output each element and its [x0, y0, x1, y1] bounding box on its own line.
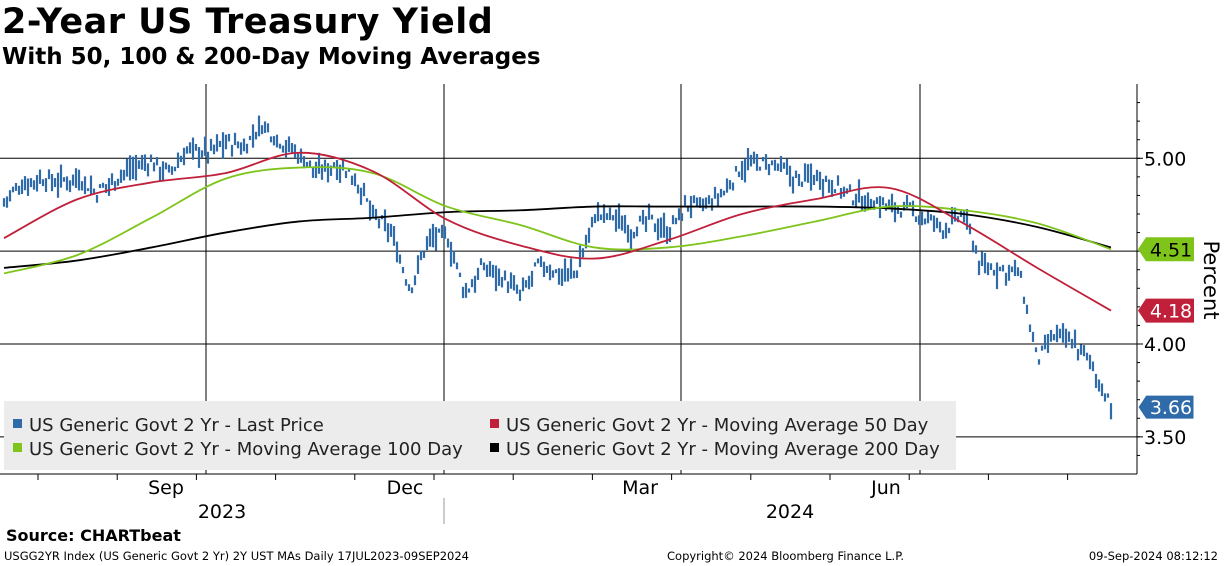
y-axis-label: Percent: [1199, 240, 1223, 319]
legend-swatch-last-price: [13, 419, 22, 428]
footer-index-info: USGG2YR Index (US Generic Govt 2 Yr) 2Y …: [4, 549, 469, 563]
chart-title: 2-Year US Treasury Yield: [2, 2, 494, 42]
y-tick-label: 4.00: [1144, 334, 1186, 356]
chart-subtitle: With 50, 100 & 200-Day Moving Averages: [2, 44, 541, 70]
legend: US Generic Govt 2 Yr - Last Price US Gen…: [4, 401, 956, 470]
axis-layer: Percent 3.50 4.00 5.00 Sep Dec Mar Jun 2023 2024: [37, 102, 1223, 524]
legend-label-last-price: US Generic Govt 2 Yr - Last Price: [29, 415, 324, 436]
legend-swatch-ma100: [13, 443, 22, 452]
x-year-label: 2024: [766, 501, 814, 523]
x-month-label: Sep: [148, 477, 184, 499]
legend-swatch-ma50: [490, 419, 499, 428]
ma100-line: [3, 166, 1112, 275]
x-month-label: Jun: [870, 477, 901, 499]
y-tick-label: 3.50: [1144, 427, 1186, 449]
footer-timestamp: 09-Sep-2024 08:12:12: [1088, 549, 1218, 563]
x-year-label: 2023: [198, 501, 246, 523]
legend-label-ma200: US Generic Govt 2 Yr - Moving Average 20…: [506, 439, 940, 460]
tag-ma100-label: 4.51: [1150, 239, 1192, 261]
legend-label-ma50: US Generic Govt 2 Yr - Moving Average 50…: [506, 415, 929, 436]
tag-ma50-box: [1138, 298, 1194, 323]
source-note: Source: CHARTbeat: [6, 526, 181, 545]
x-month-label: Dec: [387, 477, 424, 499]
legend-swatch-ma200: [490, 443, 499, 452]
ma200-line: [3, 205, 1112, 269]
footer-copyright: Copyright© 2024 Bloomberg Finance L.P.: [667, 549, 904, 563]
x-month-label: Mar: [622, 477, 658, 499]
tag-ma100-box: [1138, 237, 1194, 262]
tag-last-price-label: 3.66: [1150, 397, 1192, 419]
last-value-tags: 4.51 4.18 3.66: [1137, 237, 1195, 420]
y-tick-label: 5.00: [1144, 148, 1186, 170]
legend-background: [4, 401, 956, 470]
tag-ma50-label: 4.18: [1150, 301, 1192, 323]
tag-last-price-box: [1137, 394, 1195, 420]
last-price-bars: [2, 115, 1113, 420]
ma50-line: [3, 151, 1112, 312]
legend-label-ma100: US Generic Govt 2 Yr - Moving Average 10…: [29, 439, 463, 460]
moving-average-lines: [3, 151, 1112, 312]
